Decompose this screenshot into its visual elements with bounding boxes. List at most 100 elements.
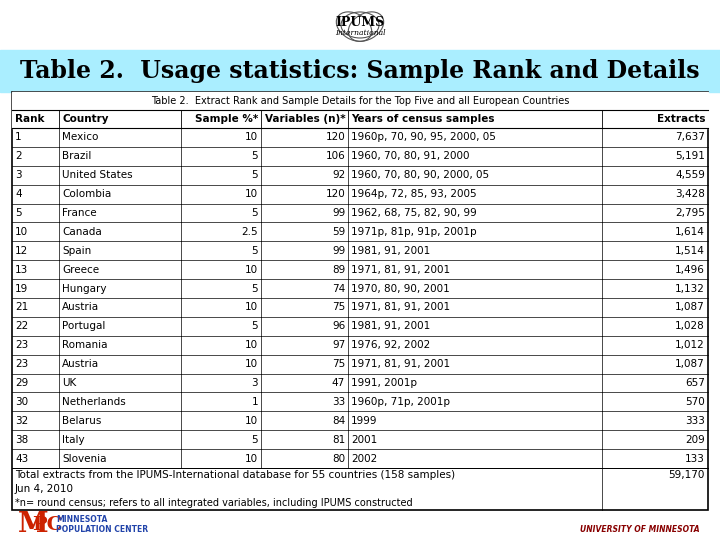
Text: Rank: Rank xyxy=(15,114,45,124)
Bar xyxy=(12,92,708,510)
Bar xyxy=(12,147,708,166)
Text: Total extracts from the IPUMS-International database for 55 countries (158 sampl: Total extracts from the IPUMS-Internatio… xyxy=(15,470,455,480)
Text: 5: 5 xyxy=(251,284,258,294)
Text: 3: 3 xyxy=(251,378,258,388)
Text: 106: 106 xyxy=(325,151,345,161)
Text: 1,012: 1,012 xyxy=(675,340,705,350)
Text: 2001: 2001 xyxy=(351,435,377,444)
Text: 22: 22 xyxy=(15,321,28,332)
Text: Country: Country xyxy=(63,114,109,124)
Text: Portugal: Portugal xyxy=(63,321,106,332)
Text: 5: 5 xyxy=(251,151,258,161)
Text: 1981, 91, 2001: 1981, 91, 2001 xyxy=(351,321,431,332)
Bar xyxy=(12,393,708,411)
Text: 23: 23 xyxy=(15,359,28,369)
Bar xyxy=(12,298,708,317)
Text: 5,191: 5,191 xyxy=(675,151,705,161)
Text: 5: 5 xyxy=(251,208,258,218)
Text: 1964p, 72, 85, 93, 2005: 1964p, 72, 85, 93, 2005 xyxy=(351,189,477,199)
Text: 1970, 80, 90, 2001: 1970, 80, 90, 2001 xyxy=(351,284,450,294)
Text: 99: 99 xyxy=(332,208,345,218)
Text: 1,132: 1,132 xyxy=(675,284,705,294)
Text: 74: 74 xyxy=(332,284,345,294)
Bar xyxy=(12,92,708,110)
Bar xyxy=(12,166,708,185)
Text: 1971p, 81p, 91p, 2001p: 1971p, 81p, 91p, 2001p xyxy=(351,227,477,237)
Text: 10: 10 xyxy=(15,227,28,237)
Text: Spain: Spain xyxy=(63,246,91,256)
Text: POPULATION CENTER: POPULATION CENTER xyxy=(56,524,148,534)
Text: Sample %*: Sample %* xyxy=(195,114,258,124)
Text: 13: 13 xyxy=(15,265,28,275)
Text: 29: 29 xyxy=(15,378,28,388)
Text: 3: 3 xyxy=(15,170,22,180)
Text: MINNESOTA: MINNESOTA xyxy=(56,516,107,524)
Text: 2: 2 xyxy=(15,151,22,161)
Text: 1960p, 71p, 2001p: 1960p, 71p, 2001p xyxy=(351,397,450,407)
Text: 23: 23 xyxy=(15,340,28,350)
Text: 10: 10 xyxy=(245,265,258,275)
Text: 10: 10 xyxy=(245,340,258,350)
Text: 209: 209 xyxy=(685,435,705,444)
Text: 59,170: 59,170 xyxy=(669,470,705,480)
Text: 10: 10 xyxy=(245,302,258,313)
Bar xyxy=(12,260,708,279)
Text: 4: 4 xyxy=(15,189,22,199)
Text: M: M xyxy=(18,511,49,538)
Bar xyxy=(12,241,708,260)
Text: Mexico: Mexico xyxy=(63,132,99,143)
Text: Austria: Austria xyxy=(63,359,99,369)
Text: 89: 89 xyxy=(332,265,345,275)
Text: 133: 133 xyxy=(685,454,705,463)
Text: Austria: Austria xyxy=(63,302,99,313)
Bar xyxy=(0,50,720,92)
Text: 120: 120 xyxy=(325,189,345,199)
Text: 1971, 81, 91, 2001: 1971, 81, 91, 2001 xyxy=(351,302,450,313)
Bar xyxy=(12,128,708,147)
Text: 1999: 1999 xyxy=(351,416,378,426)
Text: 1976, 92, 2002: 1976, 92, 2002 xyxy=(351,340,431,350)
Text: UK: UK xyxy=(63,378,76,388)
Text: 1,514: 1,514 xyxy=(675,246,705,256)
Text: 84: 84 xyxy=(332,416,345,426)
Bar xyxy=(12,374,708,393)
Text: 1991, 2001p: 1991, 2001p xyxy=(351,378,417,388)
Text: Canada: Canada xyxy=(63,227,102,237)
Bar xyxy=(12,336,708,355)
Text: 10: 10 xyxy=(245,454,258,463)
Text: International: International xyxy=(335,29,385,37)
Text: 80: 80 xyxy=(332,454,345,463)
Text: 7,637: 7,637 xyxy=(675,132,705,143)
Text: 2,795: 2,795 xyxy=(675,208,705,218)
Text: France: France xyxy=(63,208,97,218)
Bar xyxy=(12,185,708,204)
Text: 21: 21 xyxy=(15,302,28,313)
Text: 33: 33 xyxy=(332,397,345,407)
Text: Jun 4, 2010: Jun 4, 2010 xyxy=(15,484,74,494)
Text: 1,496: 1,496 xyxy=(675,265,705,275)
Bar xyxy=(12,449,708,468)
Bar xyxy=(0,0,720,50)
Text: 1971, 81, 91, 2001: 1971, 81, 91, 2001 xyxy=(351,359,450,369)
Text: 1971, 81, 91, 2001: 1971, 81, 91, 2001 xyxy=(351,265,450,275)
Text: 19: 19 xyxy=(15,284,28,294)
Text: Years of census samples: Years of census samples xyxy=(351,114,495,124)
Text: Italy: Italy xyxy=(63,435,85,444)
Bar xyxy=(12,430,708,449)
Text: 5: 5 xyxy=(251,435,258,444)
Bar xyxy=(12,110,708,128)
Text: Romania: Romania xyxy=(63,340,108,350)
Text: 1,087: 1,087 xyxy=(675,359,705,369)
Text: 120: 120 xyxy=(325,132,345,143)
Text: 570: 570 xyxy=(685,397,705,407)
Text: 5: 5 xyxy=(251,170,258,180)
Text: Table 2.  Extract Rank and Sample Details for the Top Five and all European Coun: Table 2. Extract Rank and Sample Details… xyxy=(150,96,570,106)
Text: 5: 5 xyxy=(251,321,258,332)
Text: 1960, 70, 80, 91, 2000: 1960, 70, 80, 91, 2000 xyxy=(351,151,469,161)
Text: 1: 1 xyxy=(15,132,22,143)
Text: Table 2.  Usage statistics: Sample Rank and Details: Table 2. Usage statistics: Sample Rank a… xyxy=(20,59,700,83)
Text: Colombia: Colombia xyxy=(63,189,112,199)
Text: 2.5: 2.5 xyxy=(241,227,258,237)
Bar xyxy=(12,411,708,430)
Text: 2002: 2002 xyxy=(351,454,377,463)
